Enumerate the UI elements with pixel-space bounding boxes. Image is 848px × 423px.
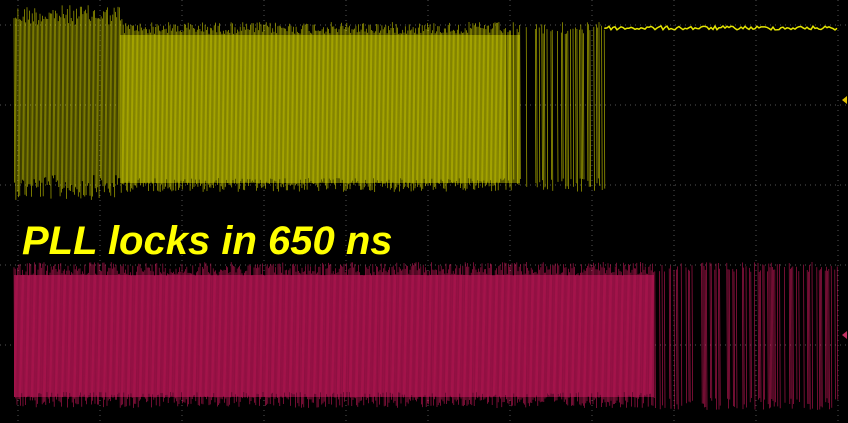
oscilloscope-screen: PLL locks in 650 ns bbox=[0, 0, 848, 423]
annotation: PLL locks in 650 ns bbox=[22, 219, 393, 263]
page: PLL locks in 650 ns (() => { const data … bbox=[0, 0, 848, 423]
